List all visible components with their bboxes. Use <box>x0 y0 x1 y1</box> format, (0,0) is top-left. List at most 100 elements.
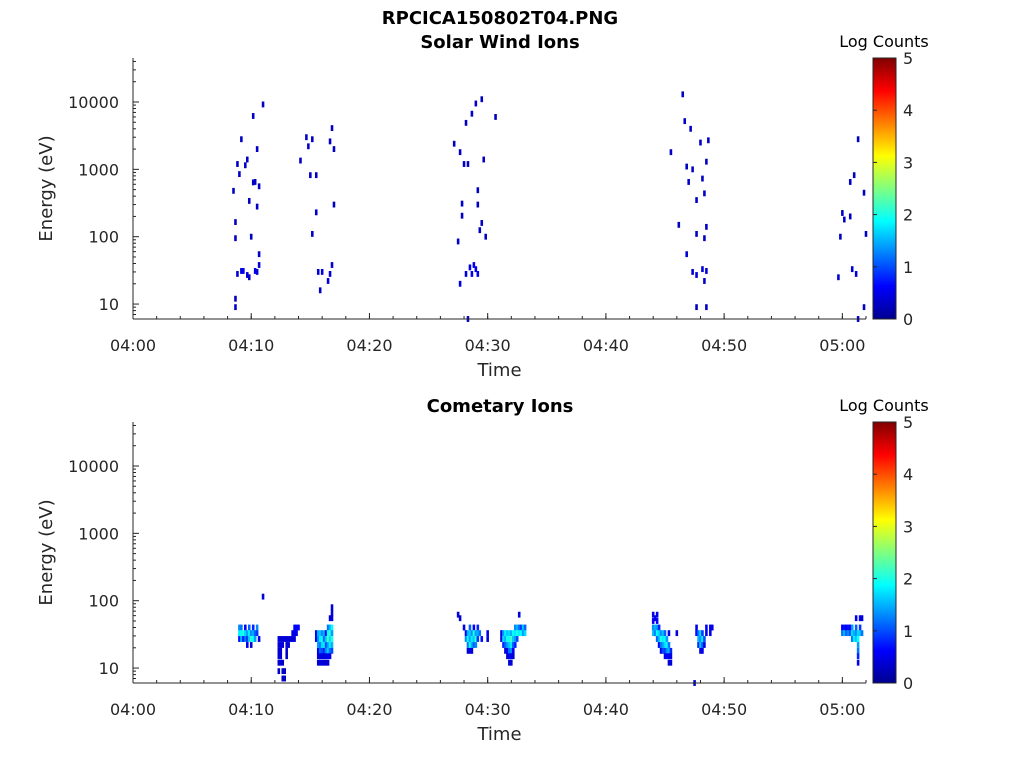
colorbar-label: Log Counts <box>839 32 929 51</box>
panel-title: Cometary Ions <box>427 396 574 417</box>
data-cell <box>255 203 259 210</box>
data-cell <box>295 624 298 631</box>
data-cell <box>701 636 704 642</box>
data-cell <box>326 659 330 666</box>
y-tick-label: 100 <box>88 592 119 611</box>
data-cell <box>677 221 681 228</box>
y-tick-label: 100 <box>88 228 119 247</box>
x-tick-label: 04:50 <box>701 700 747 719</box>
data-cell <box>246 272 249 278</box>
data-cell <box>521 630 525 637</box>
data-cell <box>458 149 462 156</box>
data-cell <box>850 630 854 637</box>
data-cell <box>320 642 324 648</box>
data-cell <box>474 630 478 637</box>
data-cell <box>251 624 255 631</box>
data-cell <box>848 213 852 220</box>
x-axis-label: Time <box>476 360 521 381</box>
data-cell <box>320 636 324 642</box>
data-cell <box>246 156 249 163</box>
data-cell <box>701 647 704 654</box>
data-cell <box>330 262 334 268</box>
data-cell <box>843 216 846 223</box>
data-cell <box>318 653 322 660</box>
colorbar-gradient <box>872 57 897 320</box>
data-cell <box>705 304 708 311</box>
data-cell <box>709 630 712 637</box>
data-cell <box>326 636 330 642</box>
data-cell <box>242 268 245 274</box>
data-cell <box>326 278 330 284</box>
data-cell <box>277 642 281 648</box>
data-cell <box>309 172 312 179</box>
data-cell <box>852 630 856 637</box>
data-cell <box>659 642 663 648</box>
data-cell <box>244 162 247 169</box>
data-cell <box>703 235 706 242</box>
data-cell <box>667 647 671 654</box>
data-cell <box>687 179 690 185</box>
data-cell <box>238 630 241 637</box>
data-cell <box>326 630 330 637</box>
data-cell <box>291 630 294 637</box>
data-cell <box>504 630 507 637</box>
data-cell <box>242 630 245 637</box>
data-cell <box>845 624 848 631</box>
data-cell <box>322 636 326 642</box>
data-cell <box>330 125 334 132</box>
data-cell <box>862 189 866 196</box>
data-cell <box>517 624 521 631</box>
data-cell <box>240 630 243 637</box>
data-cell <box>311 136 314 143</box>
data-cell <box>705 268 708 274</box>
data-cell <box>502 636 505 642</box>
data-cell <box>476 624 480 631</box>
data-cell <box>277 647 281 654</box>
data-cell <box>326 653 330 660</box>
data-cell <box>324 636 328 642</box>
data-cell <box>470 630 474 637</box>
data-cell <box>856 642 860 648</box>
data-cell <box>255 630 259 637</box>
data-cell <box>860 615 864 622</box>
data-cell <box>703 190 706 197</box>
data-cell <box>854 636 858 642</box>
data-cell <box>472 624 476 631</box>
colorbar: 0 1 2 3 4 5 <box>872 49 913 329</box>
data-cell <box>512 647 515 654</box>
data-cell <box>277 653 281 660</box>
data-cell <box>261 101 265 108</box>
data-cell <box>858 615 862 622</box>
data-cell <box>476 630 480 637</box>
data-cell <box>661 636 665 642</box>
data-cell <box>299 157 302 164</box>
data-cell <box>669 659 673 666</box>
data-cell <box>456 611 460 618</box>
data-cell <box>697 642 700 648</box>
data-cell <box>659 630 663 637</box>
data-cell <box>255 146 259 152</box>
data-cell <box>324 630 328 637</box>
data-cell <box>251 630 255 637</box>
data-cell <box>691 166 694 173</box>
data-cell <box>460 212 464 219</box>
data-cell <box>667 642 671 648</box>
data-cell <box>281 668 285 675</box>
y-tick-label: 10000 <box>68 93 119 112</box>
data-cell <box>846 624 850 631</box>
data-cell <box>482 156 486 163</box>
data-cell <box>279 647 283 654</box>
data-cell <box>665 647 669 654</box>
y-tick-label: 10 <box>99 659 119 678</box>
figure-title: RPCICA150802T04.PNG <box>382 8 618 29</box>
data-cell <box>464 119 468 126</box>
data-cell <box>703 636 706 642</box>
data-cell <box>234 295 237 302</box>
data-cell <box>699 642 702 648</box>
data-cell <box>326 624 330 631</box>
data-cell <box>476 187 480 194</box>
data-cell <box>510 642 513 648</box>
data-cell <box>318 636 322 642</box>
data-cell <box>316 659 320 666</box>
data-cell <box>665 653 669 660</box>
